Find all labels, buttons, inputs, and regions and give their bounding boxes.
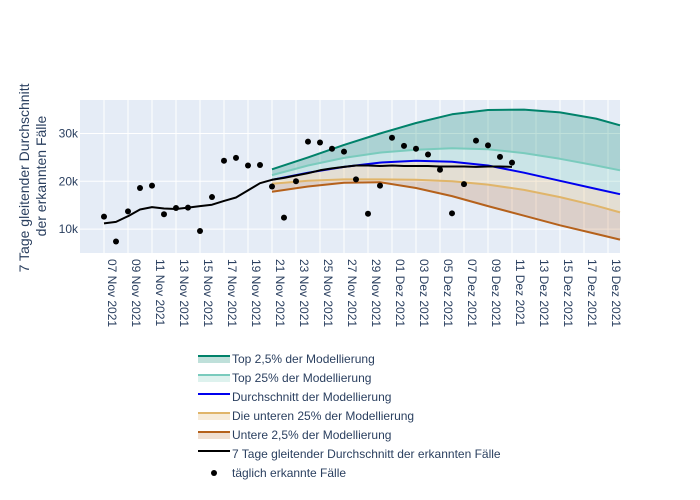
x-tick-label: 19 Dez 2021	[609, 259, 623, 327]
data-point	[281, 214, 287, 221]
legend-marker	[211, 470, 217, 476]
data-point	[305, 138, 311, 145]
x-tick-label: 13 Dez 2021	[537, 259, 551, 327]
x-tick-label: 11 Dez 2021	[513, 259, 527, 326]
line-7-tage-gleitender-durchschnitt-der-erkannten-fälle	[103, 164, 513, 225]
legend-item: Die unteren 25% der Modellierung	[198, 409, 414, 423]
data-point	[425, 151, 431, 158]
legend-swatch-fill	[198, 432, 230, 439]
data-point	[137, 184, 143, 191]
data-point	[449, 210, 455, 217]
legend-label: Die unteren 25% der Modellierung	[232, 409, 414, 423]
legend: Top 2,5% der Modellierung Top 25% der Mod…	[198, 352, 501, 480]
band-lower-25	[272, 160, 620, 213]
x-tick-label: 27 Nov 2021	[345, 259, 359, 327]
data-point	[389, 134, 395, 141]
legend-swatch-fill	[198, 375, 230, 382]
data-point	[353, 176, 359, 183]
data-point	[197, 228, 203, 235]
x-tick-label: 15 Dez 2021	[561, 259, 575, 327]
y-tick-label: 10k	[59, 222, 79, 236]
x-tick-label: 09 Dez 2021	[489, 259, 503, 327]
legend-item: Top 2,5% der Modellierung	[198, 352, 375, 366]
legend-label: 7 Tage gleitender Durchschnitt der erkan…	[232, 447, 501, 461]
data-point	[509, 159, 515, 166]
legend-swatch-fill	[198, 356, 230, 363]
data-point	[473, 137, 479, 144]
x-tick-label: 17 Nov 2021	[225, 259, 239, 327]
legend-label: Durchschnitt der Modellierung	[232, 390, 391, 404]
data-point	[113, 238, 119, 245]
y-axis-title: 7 Tage gleitender Durchschnitt der erkan…	[16, 80, 49, 273]
line-top-25-der-modellierung	[271, 147, 621, 177]
x-tick-label: 19 Nov 2021	[249, 259, 263, 327]
x-tick-label: 01 Dez 2021	[393, 259, 407, 327]
x-tick-label: 05 Dez 2021	[441, 259, 455, 327]
x-tick-label: 11 Nov 2021	[153, 259, 167, 326]
data-point	[257, 162, 263, 169]
y-axis-ticks: 10k 20k 30k	[59, 126, 79, 236]
data-point	[293, 178, 299, 185]
legend-label: Untere 2,5% der Modellierung	[232, 428, 391, 442]
data-point	[497, 153, 503, 160]
data-point	[209, 194, 215, 201]
model-bands	[272, 109, 620, 240]
data-point	[413, 145, 419, 152]
data-point	[377, 182, 383, 189]
line-untere-2-5-der-modellierung	[271, 181, 621, 241]
legend-item: täglich erkannte Fälle	[211, 466, 346, 480]
data-point	[401, 142, 407, 149]
data-point	[485, 142, 491, 149]
legend-item: 7 Tage gleitender Durchschnitt der erkan…	[198, 447, 501, 461]
data-point	[185, 204, 191, 211]
legend-swatch-fill	[198, 413, 230, 420]
x-axis-ticks: 07 Nov 2021 09 Nov 2021 11 Nov 2021 13 Nov …	[105, 259, 623, 327]
data-point	[329, 145, 335, 152]
x-tick-label: 07 Dez 2021	[465, 259, 479, 327]
x-tick-label: 15 Nov 2021	[201, 259, 215, 327]
data-point	[161, 211, 167, 218]
grid	[80, 100, 620, 253]
x-tick-label: 03 Dez 2021	[417, 259, 431, 327]
line-die-unteren-25-der-modellierung	[271, 178, 621, 214]
data-point	[341, 148, 347, 155]
legend-label: Top 2,5% der Modellierung	[232, 352, 375, 366]
x-tick-label: 23 Nov 2021	[297, 259, 311, 327]
legend-label: Top 25% der Modellierung	[232, 371, 371, 385]
data-point	[101, 213, 107, 220]
x-tick-label: 13 Nov 2021	[177, 259, 191, 327]
x-tick-label: 25 Nov 2021	[321, 259, 335, 327]
y-axis-title-line-2: der erkannten Fälle	[33, 115, 49, 236]
band-top-2-5	[272, 109, 620, 176]
data-point	[149, 182, 155, 189]
legend-item: Top 25% der Modellierung	[198, 371, 371, 385]
legend-item: Untere 2,5% der Modellierung	[198, 428, 391, 442]
x-tick-label: 09 Nov 2021	[129, 259, 143, 327]
plot-background	[80, 100, 620, 253]
data-point	[437, 166, 443, 173]
band-top-25	[272, 148, 620, 195]
y-axis-title-line-1: 7 Tage gleitender Durchschnitt	[16, 83, 32, 272]
data-point	[317, 139, 323, 146]
x-tick-label: 29 Nov 2021	[369, 259, 383, 327]
data-point	[269, 183, 275, 190]
data-point	[461, 181, 467, 188]
data-point	[173, 205, 179, 212]
data-point	[125, 208, 131, 215]
data-point	[365, 210, 371, 217]
data-point	[233, 154, 239, 161]
x-tick-label: 21 Nov 2021	[273, 259, 287, 327]
data-point	[245, 162, 251, 169]
daily-case-markers	[101, 134, 515, 245]
y-tick-label: 30k	[59, 126, 79, 140]
data-point	[221, 157, 227, 164]
x-tick-label: 07 Nov 2021	[105, 259, 119, 327]
x-tick-label: 17 Dez 2021	[585, 259, 599, 327]
band-lower-2-5	[272, 179, 620, 240]
y-tick-label: 20k	[59, 174, 79, 188]
legend-label: täglich erkannte Fälle	[232, 466, 346, 480]
legend-item: Durchschnitt der Modellierung	[198, 390, 391, 404]
